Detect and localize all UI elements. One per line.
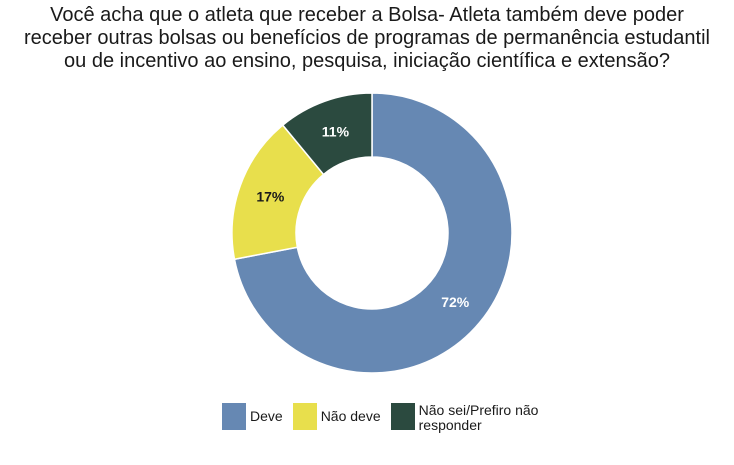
legend-swatch-nao-sei (390, 403, 415, 430)
legend-label-nao-sei: Não sei/Prefiro não responder (418, 402, 539, 433)
legend-swatch-nao-deve (292, 403, 317, 430)
legend-item-nao-deve: Não deve (292, 403, 381, 430)
chart-legend: Deve Não deve Não sei/Prefiro não respon… (222, 403, 569, 437)
chart-title: Você acha que o atleta que receber a Bol… (0, 4, 734, 73)
data-label-nao-sei: 11% (322, 123, 350, 139)
data-label-deve: 72% (441, 294, 470, 310)
donut-slice-nao-sei (281, 92, 373, 176)
data-label-nao-deve: 17% (256, 188, 285, 204)
legend-item-nao-sei: Não sei/Prefiro não responder (390, 402, 559, 433)
legend-label-deve: Deve (250, 408, 283, 424)
legend-swatch-deve (222, 403, 246, 430)
legend-item-deve: Deve (222, 403, 283, 430)
chart-title-line-3: ou de incentivo ao ensino, pesquisa, ini… (64, 50, 670, 72)
chart-title-line-2: receber outras bolsas ou benefícios de p… (24, 27, 710, 49)
legend-label-nao-deve: Não deve (320, 408, 381, 424)
donut-slice-deve (233, 92, 513, 374)
chart-title-line-1: Você acha que o atleta que receber a Bol… (50, 4, 684, 26)
